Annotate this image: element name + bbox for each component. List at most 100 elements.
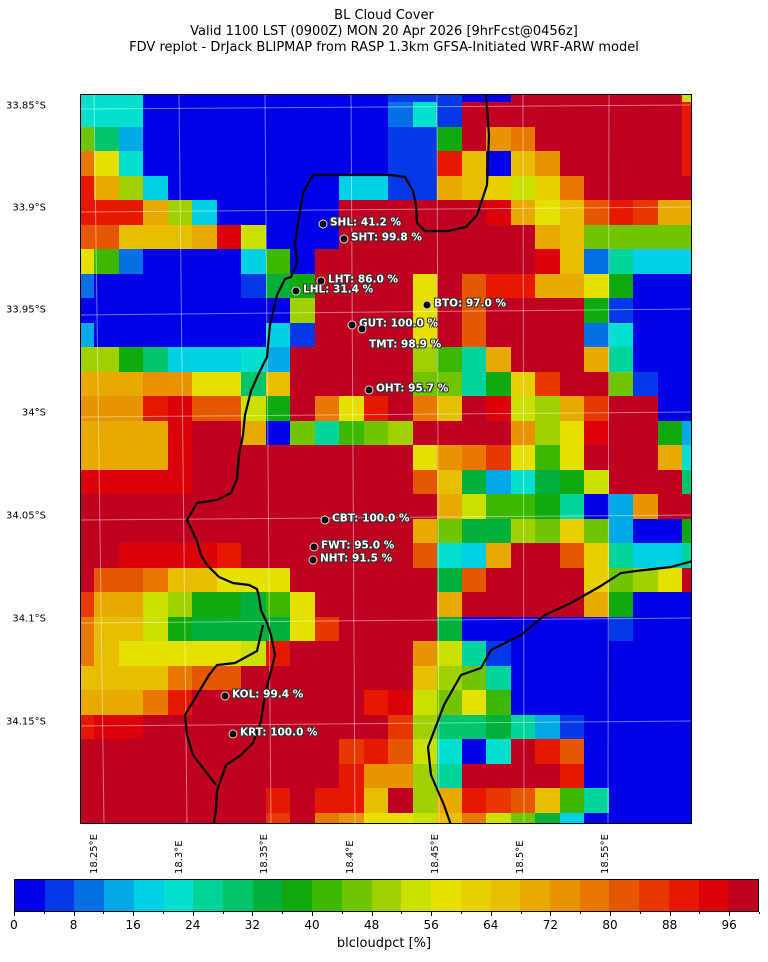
heatmap-cell	[314, 224, 340, 250]
heatmap-cell	[118, 763, 144, 789]
heatmap-cell	[608, 788, 634, 813]
heatmap-cell	[290, 126, 315, 152]
heatmap-cell	[412, 224, 438, 250]
heatmap-cell	[657, 126, 683, 152]
heatmap-cell	[363, 641, 389, 666]
heatmap-cell	[535, 396, 560, 421]
heatmap-cell	[143, 567, 168, 593]
heatmap-cell	[167, 812, 193, 823]
heatmap-cell	[192, 95, 217, 103]
heatmap-cell	[657, 494, 683, 519]
heatmap-cell	[584, 371, 609, 397]
heatmap-cell	[265, 714, 291, 740]
heatmap-cell	[535, 200, 560, 225]
heatmap-cell	[657, 592, 683, 617]
coastline	[183, 95, 691, 823]
heatmap-cell	[584, 739, 609, 764]
heatmap-cell	[81, 322, 95, 348]
heatmap-cell	[682, 494, 691, 519]
colorbar-tick-mark	[371, 912, 373, 916]
heatmap-cell	[657, 445, 683, 470]
heatmap-cell	[118, 567, 144, 593]
station-marker-icon	[291, 286, 301, 296]
heatmap-cell	[94, 616, 119, 642]
colorbar-tick-mark	[192, 912, 194, 916]
heatmap-cell	[486, 224, 511, 250]
heatmap-cell	[559, 665, 585, 691]
heatmap-cell	[81, 102, 95, 127]
heatmap-cell	[241, 763, 266, 789]
heatmap-cell	[608, 641, 634, 666]
heatmap-cell	[265, 543, 291, 568]
colorbar-tick-mark	[341, 912, 343, 914]
heatmap-cell	[167, 298, 193, 323]
heatmap-cell	[437, 518, 462, 544]
heatmap-cell	[81, 543, 95, 568]
heatmap-cell	[216, 249, 242, 274]
heatmap-cell	[633, 469, 658, 495]
heatmap-cell	[559, 347, 585, 372]
colorbar-tick-mark	[222, 912, 224, 914]
heatmap-cell	[265, 641, 291, 666]
heatmap-cell	[510, 322, 536, 348]
heatmap-cell	[510, 249, 536, 274]
heatmap-cell	[559, 690, 585, 715]
heatmap-cell	[535, 420, 560, 446]
y-tick-label: 33.95°S	[6, 304, 46, 316]
heatmap-cell	[388, 126, 413, 152]
heatmap-cell	[94, 543, 119, 568]
heatmap-cell	[461, 469, 487, 495]
heatmap-cell	[510, 812, 536, 823]
heatmap-cell	[363, 200, 389, 225]
heatmap-cell	[584, 200, 609, 225]
heatmap-cell	[81, 788, 95, 813]
heatmap-cell	[461, 347, 487, 372]
heatmap-cell	[486, 175, 511, 201]
heatmap-cell	[633, 445, 658, 470]
heatmap-cell	[363, 322, 389, 348]
heatmap-cell	[314, 690, 340, 715]
heatmap-cell	[559, 518, 585, 544]
heatmap-cell	[167, 714, 193, 740]
heatmap-cell	[461, 371, 487, 397]
heatmap-cell	[241, 126, 266, 152]
heatmap-cell	[241, 420, 266, 446]
heatmap-cell	[118, 347, 144, 372]
heatmap-cell	[265, 445, 291, 470]
graticule	[81, 95, 691, 823]
heatmap-cell	[314, 788, 340, 813]
heatmap-cell	[265, 396, 291, 421]
heatmap-cell	[81, 445, 95, 470]
heatmap-cell	[510, 371, 536, 397]
map-overlay	[81, 95, 691, 823]
heatmap-cell	[81, 224, 95, 250]
heatmap-cell	[682, 249, 691, 274]
heatmap-cell	[682, 690, 691, 715]
heatmap-cell	[118, 298, 144, 323]
x-tick-label: 18.3°E	[174, 840, 185, 874]
heatmap-cell	[461, 494, 487, 519]
heatmap-cell	[461, 739, 487, 764]
heatmap-cell	[535, 371, 560, 397]
heatmap-cell	[192, 126, 217, 152]
heatmap-cell	[216, 175, 242, 201]
heatmap-cell	[461, 273, 487, 299]
heatmap-cell	[192, 763, 217, 789]
heatmap-cell	[486, 102, 511, 127]
heatmap-cell	[143, 249, 168, 274]
colorbar-segment	[44, 880, 75, 911]
heatmap-cell	[584, 763, 609, 789]
heatmap-cell	[437, 445, 462, 470]
heatmap-cell	[633, 543, 658, 568]
heatmap-cell	[265, 224, 291, 250]
heatmap-cell	[657, 298, 683, 323]
station-label: KOL: 99.4 %	[232, 688, 304, 701]
heatmap-cell	[314, 371, 340, 397]
heatmap-cell	[167, 763, 193, 789]
heatmap-cell	[657, 739, 683, 764]
heatmap-cell	[682, 543, 691, 568]
heatmap-cell	[339, 126, 364, 152]
heatmap-cell	[584, 469, 609, 495]
heatmap-cell	[314, 102, 340, 127]
colorbar-tick-label: 24	[185, 918, 201, 932]
